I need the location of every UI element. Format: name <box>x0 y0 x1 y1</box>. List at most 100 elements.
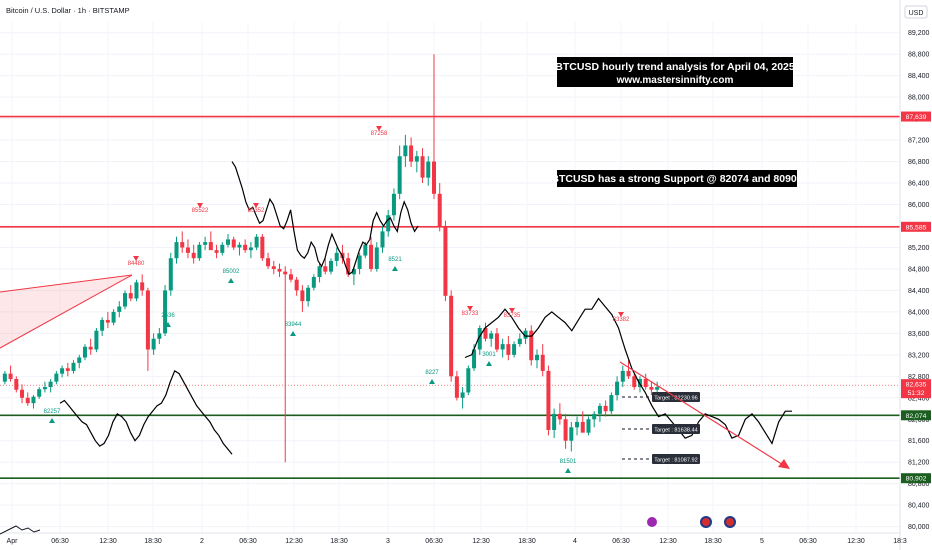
candle-body <box>283 271 288 275</box>
swing-low-marker <box>228 278 234 283</box>
price-tick-label: 83,200 <box>908 352 930 359</box>
candle-body <box>632 376 637 388</box>
candle-body <box>25 397 30 404</box>
time-tick-label: 12:30 <box>472 538 490 545</box>
price-tick-label: 89,200 <box>908 30 930 37</box>
us-flag-icon[interactable] <box>700 516 712 528</box>
candle-body <box>655 387 660 390</box>
candle-body <box>643 379 648 388</box>
price-tick-label: 80,800 <box>908 481 930 488</box>
last-price-label: 82,635 <box>906 382 927 389</box>
price-tick-label: 86,400 <box>908 181 930 188</box>
time-tick-label: 12:30 <box>659 538 677 545</box>
candle-body <box>603 405 608 412</box>
candle-body <box>597 405 602 414</box>
candle-body <box>523 330 528 339</box>
candle-body <box>529 330 534 361</box>
candles <box>2 54 660 463</box>
candle-body <box>403 145 408 157</box>
candle-body <box>14 379 19 390</box>
currency-badge[interactable] <box>904 5 928 19</box>
price-tick-label: 87,200 <box>908 138 930 145</box>
us-flag-icon[interactable] <box>724 516 736 528</box>
swing-label: 8521 <box>388 257 402 263</box>
swing-high-marker <box>509 308 515 313</box>
price-tick-label: 80,000 <box>908 524 930 531</box>
candle-body <box>54 373 59 382</box>
swing-label: 3001 <box>482 352 496 358</box>
candle-body <box>163 290 168 334</box>
candle-body <box>540 354 545 371</box>
candle-body <box>214 250 219 253</box>
time-tick-label: 06:30 <box>425 538 443 545</box>
price-ticks: 89,20088,80088,40088,00087,60087,20086,8… <box>908 30 930 531</box>
candle-body <box>266 258 271 267</box>
time-tick-label: 06:30 <box>239 538 257 545</box>
time-tick-label: 18:30 <box>518 538 536 545</box>
candle-body <box>391 193 396 216</box>
candle-body <box>300 290 305 302</box>
swing-label: 83733 <box>462 311 479 317</box>
candle-body <box>466 368 471 393</box>
swing-low-marker <box>429 379 435 384</box>
swing-label: 83382 <box>613 317 630 323</box>
time-tick-label: 12:30 <box>99 538 117 545</box>
candle-body <box>180 242 185 248</box>
level-badge-label: 80,902 <box>906 476 927 483</box>
price-tick-label: 88,800 <box>908 52 930 59</box>
candle-body <box>483 328 488 339</box>
candle-body <box>237 244 242 248</box>
swing-high-marker <box>133 256 139 261</box>
candle-body <box>288 274 293 280</box>
title-box <box>557 57 793 87</box>
grid <box>0 22 901 532</box>
time-tick-label: 12:30 <box>285 538 303 545</box>
candle-body <box>374 247 379 269</box>
title-line-1: BTCUSD hourly trend analysis for April 0… <box>555 61 795 73</box>
candle-body <box>357 255 362 269</box>
swing-label: 87258 <box>371 131 388 137</box>
candle-body <box>82 346 87 358</box>
candle-body <box>369 244 374 269</box>
swing-label: 2536 <box>161 313 175 319</box>
candle-body <box>580 421 585 433</box>
projection-line-1 <box>59 370 233 455</box>
candle-body <box>575 421 580 428</box>
candle-body <box>557 413 562 420</box>
candle-body <box>426 161 431 178</box>
projection-line-2 <box>231 161 419 276</box>
time-tick-label: 18:30 <box>330 538 348 545</box>
sub-indicator-line <box>0 525 41 535</box>
event-icon[interactable] <box>647 517 657 527</box>
candle-body <box>380 231 385 248</box>
swing-markers: 85522 85352 84480 85002 83944 87258 8521 2536 82… <box>44 126 630 473</box>
candle-body <box>334 252 339 261</box>
price-axis[interactable]: USD <box>899 0 932 550</box>
candle-body <box>552 413 557 430</box>
level-badge <box>901 410 931 421</box>
candle-body <box>191 252 196 259</box>
price-tick-label: 86,800 <box>908 159 930 166</box>
price-tick-label: 81,200 <box>908 460 930 467</box>
last-price-badge <box>901 379 931 399</box>
candle-body <box>123 293 128 307</box>
candle-body <box>346 258 351 275</box>
swing-high-marker <box>467 306 473 311</box>
time-tick-label: 18:30 <box>704 538 722 545</box>
price-tick-label: 84,000 <box>908 309 930 316</box>
price-tick-label: 88,000 <box>908 95 930 102</box>
candle-body <box>220 244 225 253</box>
time-tick-label: 18:3 <box>893 538 907 545</box>
candle-body <box>134 282 139 299</box>
time-tick-label: 4 <box>573 538 577 545</box>
candle-body <box>243 244 248 251</box>
candle-body <box>157 333 162 339</box>
price-tick-label: 84,800 <box>908 266 930 273</box>
candle-body <box>420 156 425 178</box>
candle-body <box>117 306 122 312</box>
time-tick-label: 12:30 <box>847 538 865 545</box>
swing-label: 81501 <box>560 459 577 465</box>
price-tick-label: 88,400 <box>908 73 930 80</box>
swing-low-marker <box>290 331 296 336</box>
